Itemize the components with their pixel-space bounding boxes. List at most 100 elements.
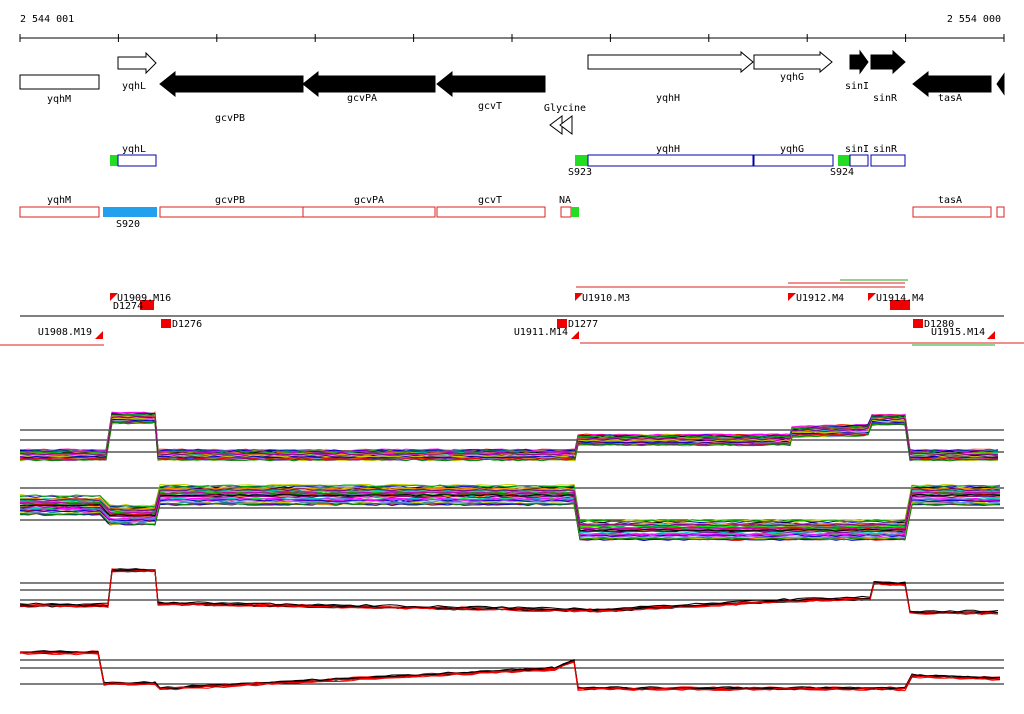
site-label: S920 xyxy=(116,219,140,230)
gene-label: tasA xyxy=(938,93,962,104)
expression-profile xyxy=(19,487,1001,526)
terminator-mark xyxy=(559,115,573,135)
expression-profile xyxy=(19,421,999,462)
transcript-track xyxy=(110,154,906,167)
operon xyxy=(19,206,100,218)
segment-label: U1915.M14 xyxy=(931,327,985,338)
operon-label: gcvPA xyxy=(354,195,384,206)
gene-label: gcvPB xyxy=(215,113,245,124)
expression-profile xyxy=(19,420,999,461)
operon xyxy=(560,206,572,218)
expression-profile xyxy=(19,502,1001,542)
operon xyxy=(302,206,436,218)
gene-label: sinI xyxy=(845,81,869,92)
gene-label: yqhH xyxy=(656,93,680,104)
expression-profile xyxy=(19,483,1001,522)
operon-label: yqhM xyxy=(47,195,71,206)
transcript-label: yqhL xyxy=(122,144,146,155)
segment-label: D1274 xyxy=(113,301,143,312)
expression-profile xyxy=(19,484,1001,523)
expression-profile xyxy=(19,568,999,614)
gene-label: gcvT xyxy=(478,101,502,112)
transcript-label: sinI xyxy=(845,144,869,155)
gene xyxy=(117,51,157,75)
expression-profile xyxy=(19,412,999,453)
operon-label: gcvT xyxy=(478,195,502,206)
expression-profile xyxy=(19,488,1001,527)
gene xyxy=(19,74,100,90)
transcript-label: sinR xyxy=(873,144,898,155)
gene xyxy=(996,72,1005,96)
gene xyxy=(912,70,992,98)
operon-track xyxy=(19,206,1005,218)
expression-profile xyxy=(19,569,999,615)
expression-profile xyxy=(19,569,999,614)
expression-profile xyxy=(19,493,1001,532)
gene xyxy=(587,50,754,74)
segment-marker xyxy=(987,331,995,339)
segment-marker xyxy=(95,331,103,339)
segment-label: D1277 xyxy=(568,319,598,330)
segment-label: D1276 xyxy=(172,319,202,330)
gene-label: yqhL xyxy=(122,81,146,92)
site xyxy=(110,155,118,166)
segment-label: U1908.M19 xyxy=(38,327,92,338)
gene xyxy=(870,49,906,75)
expression-profile xyxy=(19,569,999,615)
site xyxy=(571,207,579,217)
expression-profile xyxy=(19,495,1001,534)
scale-label: 2 554 000 xyxy=(947,14,1001,25)
segment-label: U1911.M14 xyxy=(514,327,568,338)
operon xyxy=(996,206,1005,218)
gene xyxy=(436,70,546,98)
segment-marker xyxy=(890,300,910,310)
gene xyxy=(159,70,304,98)
transcript xyxy=(117,154,157,167)
operon xyxy=(159,206,304,218)
gene-label: gcvPA xyxy=(347,93,377,104)
transcript xyxy=(849,154,869,167)
expression-profile xyxy=(19,650,1001,690)
site xyxy=(838,155,850,166)
transcript xyxy=(587,154,754,167)
expression-profile xyxy=(19,502,1001,541)
site xyxy=(103,207,157,217)
expression-profile xyxy=(19,491,1001,530)
gene xyxy=(753,50,833,74)
segment-track xyxy=(0,279,1024,346)
segment-marker xyxy=(571,331,579,339)
scale-label: 2 544 001 xyxy=(20,14,74,25)
expression-profile xyxy=(19,418,998,460)
expression-profile xyxy=(19,569,999,614)
gene-label: yqhG xyxy=(780,72,804,83)
segment-marker xyxy=(575,293,583,301)
expression-profile xyxy=(19,651,1001,691)
expression-profile xyxy=(19,417,999,459)
segment-label: U1914.M4 xyxy=(876,293,924,304)
segment-marker xyxy=(161,319,171,328)
expression-profile xyxy=(20,413,999,454)
expression-profile xyxy=(19,650,1001,690)
segment-marker xyxy=(788,293,796,301)
gene-label: yqhM xyxy=(47,94,71,105)
segment-marker xyxy=(110,293,118,301)
expression-profile xyxy=(19,650,1001,690)
gene-label: sinR xyxy=(873,93,898,104)
segment-label: U1910.M3 xyxy=(582,293,630,304)
expression-profile xyxy=(19,497,1001,536)
segment-marker xyxy=(557,319,567,328)
gene xyxy=(302,70,436,98)
operon-label: tasA xyxy=(938,195,962,206)
transcript-label: yqhG xyxy=(780,144,804,155)
site-label: S924 xyxy=(830,167,854,178)
segment-marker xyxy=(868,293,876,301)
expression-profile xyxy=(19,568,999,613)
operon xyxy=(912,206,992,218)
gene xyxy=(849,49,869,75)
expression-profile xyxy=(19,419,998,460)
transcript xyxy=(753,154,834,167)
transcript xyxy=(870,154,906,167)
segment-label: U1912.M4 xyxy=(796,293,844,304)
expression-profile xyxy=(19,569,999,615)
